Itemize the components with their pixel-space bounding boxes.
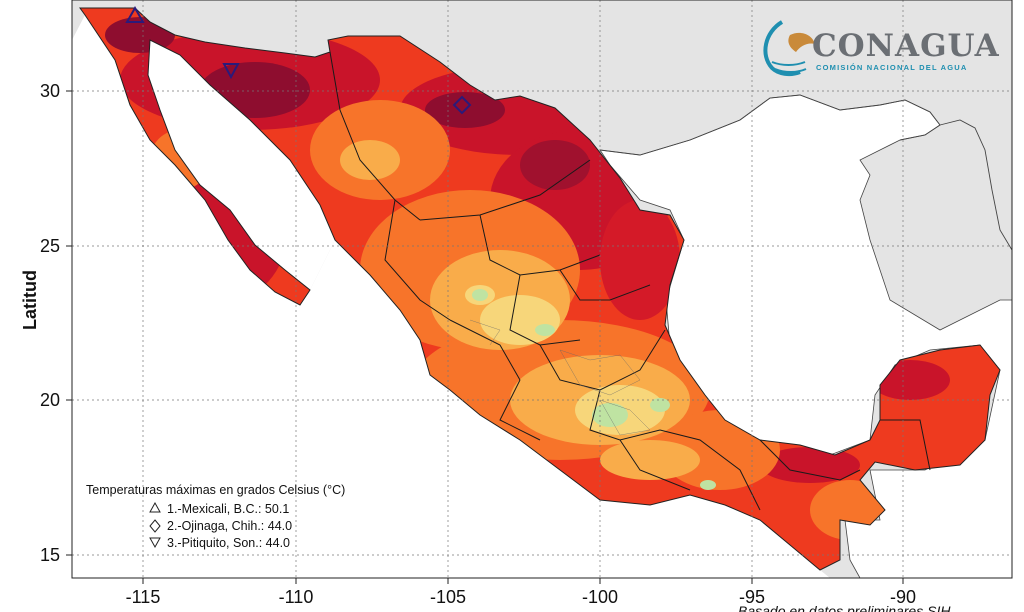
municipal-borders <box>469 319 651 436</box>
conagua-logo: CONAGUA COMISIÓN NACIONAL DEL AGUA <box>763 20 1000 77</box>
x-tick-label: -110 <box>279 587 314 607</box>
y-tick-label: 30 <box>40 81 60 101</box>
florida-coastline <box>939 119 1012 251</box>
plot-frame <box>71 0 1013 579</box>
y-tick-label: 25 <box>40 236 60 256</box>
state-borders <box>329 51 931 511</box>
footer-note: Basado en datos preliminares SIH <box>738 603 951 612</box>
y-axis-label: Latitud <box>20 270 40 330</box>
legend-item: 3.-Pitiquito, Son.: 44.0 <box>167 536 290 550</box>
legend-symbol-diamond <box>149 519 161 533</box>
legend-title: Temperaturas máximas en grados Celsius (… <box>86 483 345 497</box>
station-marker-ojinaga <box>452 95 472 115</box>
logo-subtitle: COMISIÓN NACIONAL DEL AGUA <box>816 63 967 72</box>
gulf-of-california <box>148 40 335 290</box>
x-tick-label: -95 <box>739 587 765 607</box>
legend-symbol-triangle-up <box>149 501 161 513</box>
x-tick-label: -105 <box>430 587 466 607</box>
legend-symbol-triangle-down <box>149 537 161 549</box>
pacific-ocean <box>72 15 830 578</box>
logo-emblem-icon <box>763 20 815 77</box>
station-markers <box>125 5 472 115</box>
grid-lines <box>72 0 1012 578</box>
station-marker-mexicali <box>125 5 145 23</box>
x-tick-label: -115 <box>126 587 161 607</box>
logo-name: CONAGUA <box>812 28 1000 64</box>
legend-item: 2.-Ojinaga, Chih.: 44.0 <box>167 519 292 533</box>
tick-marks <box>66 90 904 584</box>
y-tick-label: 20 <box>40 390 60 410</box>
legend-item: 1.-Mexicali, B.C.: 50.1 <box>167 502 289 516</box>
y-tick-label: 15 <box>40 545 60 565</box>
legend: Temperaturas máximas en grados Celsius (… <box>86 483 345 550</box>
x-tick-label: -100 <box>582 587 618 607</box>
x-tick-label: -90 <box>890 587 916 607</box>
station-marker-pitiquito <box>222 63 240 80</box>
